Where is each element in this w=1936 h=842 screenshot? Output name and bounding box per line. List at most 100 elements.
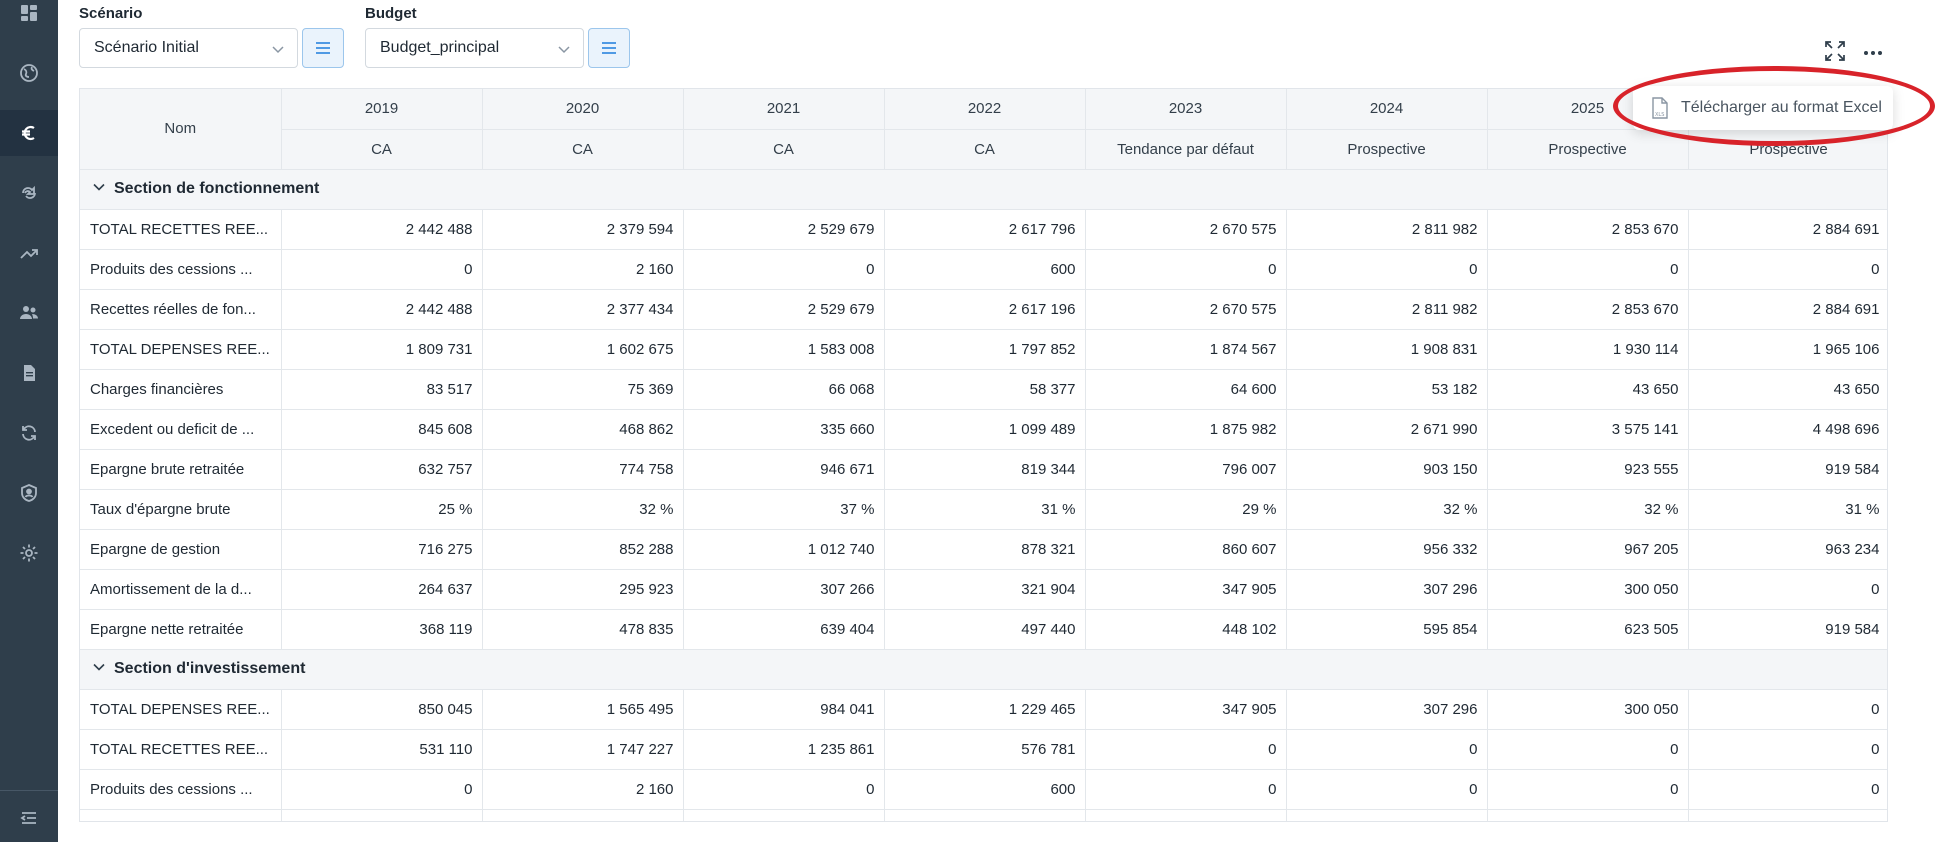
users-icon[interactable] — [0, 290, 58, 336]
sidebar — [0, 0, 58, 842]
table-cell: 1 965 106 — [1688, 329, 1887, 370]
table-cell: 2 160 — [482, 249, 684, 290]
column-header-year[interactable]: 2020 — [482, 89, 684, 130]
column-header-year[interactable]: 2022 — [884, 89, 1086, 130]
table-cell: 307 296 — [1286, 689, 1488, 730]
section-row[interactable]: Section de fonctionnement — [80, 169, 1887, 210]
table-cell: 0 — [1688, 689, 1887, 730]
document-icon[interactable] — [0, 350, 58, 396]
column-subheader: CA — [281, 129, 483, 170]
table-row: Excedent ou deficit de ... 845 608 468 862… — [80, 409, 1887, 450]
table-cell: 1 747 227 — [482, 729, 684, 770]
section-header[interactable]: Section d'investissement — [80, 649, 1887, 690]
scenario-select-value: Scénario Initial — [94, 39, 199, 56]
table-cell: 66 068 — [683, 369, 885, 410]
chevron-down-icon[interactable] — [92, 180, 106, 194]
table-cell: 0 — [1688, 249, 1887, 290]
table-cell: 0 — [1688, 769, 1887, 810]
euro-icon[interactable] — [0, 110, 58, 156]
table-cell: 845 608 — [281, 409, 483, 450]
shield-user-icon[interactable] — [0, 470, 58, 516]
chevron-down-icon[interactable] — [92, 660, 106, 674]
table-cell: 1 602 675 — [482, 329, 684, 370]
table-row: Produits des cessions ... 0 2 160 0 600 0 0 0 0 — [80, 249, 1887, 290]
refresh-icon[interactable] — [0, 410, 58, 456]
table-cell: 2 617 196 — [884, 289, 1086, 330]
table-cell: 300 050 — [1487, 689, 1689, 730]
table-cell: 3 575 141 — [1487, 409, 1689, 450]
table-row: Amortissement de la d... 264 637 295 923 30… — [80, 569, 1887, 610]
scenario-select[interactable]: Scénario Initial — [79, 28, 298, 68]
fullscreen-icon[interactable] — [1820, 36, 1850, 66]
table-cell: 0 — [1487, 769, 1689, 810]
table-cell: 623 505 — [1487, 609, 1689, 650]
table-cell: 2 442 488 — [281, 209, 483, 250]
table-cell: 595 854 — [1286, 609, 1488, 650]
table-row: Epargne de gestion 716 275 852 288 1 012 74… — [80, 529, 1887, 570]
table-cell: 307 266 — [683, 569, 885, 610]
table-cell: 335 660 — [683, 409, 885, 450]
trend-icon[interactable] — [0, 230, 58, 276]
table-cell: 2 670 575 — [1085, 289, 1287, 330]
collapse-menu-icon[interactable] — [0, 795, 58, 841]
chevron-down-icon — [558, 46, 570, 54]
table-cell: 531 110 — [281, 729, 483, 770]
globe-icon[interactable] — [0, 50, 58, 96]
row-name — [80, 809, 282, 821]
column-subheader: CA — [884, 129, 1086, 170]
table-cell: 0 — [281, 249, 483, 290]
gear-icon[interactable] — [0, 530, 58, 576]
sidebar-separator — [0, 790, 58, 791]
table-row: Charges financières 83 517 75 369 66 068 58 … — [80, 369, 1887, 410]
column-header-year[interactable]: 2021 — [683, 89, 885, 130]
table-row: Epargne brute retraitée 632 757 774 758 946… — [80, 449, 1887, 490]
table-cell: 29 % — [1085, 489, 1287, 530]
table-cell: 956 332 — [1286, 529, 1488, 570]
section-row[interactable]: Section d'investissement — [80, 649, 1887, 690]
table-cell: 0 — [1487, 249, 1689, 290]
table-cell: 31 % — [884, 489, 1086, 530]
table-cell — [1688, 809, 1887, 821]
table-cell: 963 234 — [1688, 529, 1887, 570]
table-row: TOTAL DEPENSES REE... 850 045 1 565 495 984… — [80, 689, 1887, 730]
table-cell: 37 % — [683, 489, 885, 530]
table-cell: 576 781 — [884, 729, 1086, 770]
column-header-nom[interactable]: Nom — [80, 89, 282, 170]
table-cell: 2 529 679 — [683, 289, 885, 330]
section-header[interactable]: Section de fonctionnement — [80, 169, 1887, 210]
column-subheader: Prospective — [1487, 129, 1689, 170]
budget-list-button[interactable] — [588, 28, 630, 68]
table-cell: 878 321 — [884, 529, 1086, 570]
table-cell: 984 041 — [683, 689, 885, 730]
table-cell: 25 % — [281, 489, 483, 530]
budget-select-value: Budget_principal — [380, 39, 500, 56]
table-cell — [884, 809, 1086, 821]
table-cell: 2 442 488 — [281, 289, 483, 330]
scenario-list-button[interactable] — [302, 28, 344, 68]
transfer-icon[interactable] — [0, 170, 58, 216]
budget-select[interactable]: Budget_principal — [365, 28, 584, 68]
table-cell — [482, 809, 684, 821]
table-cell: 53 182 — [1286, 369, 1488, 410]
column-header-year[interactable]: 2019 — [281, 89, 483, 130]
table-cell: 600 — [884, 769, 1086, 810]
table-cell: 2 379 594 — [482, 209, 684, 250]
table-cell: 716 275 — [281, 529, 483, 570]
row-name: TOTAL RECETTES REE... — [80, 209, 282, 250]
table-cell — [1286, 809, 1488, 821]
list-icon — [602, 42, 616, 54]
table-cell: 0 — [1085, 729, 1287, 770]
table-row: Recettes réelles de fon... 2 442 488 2 377… — [80, 289, 1887, 330]
column-header-year[interactable]: 2024 — [1286, 89, 1488, 130]
dashboard-icon[interactable] — [0, 0, 58, 36]
table-cell: 1 583 008 — [683, 329, 885, 370]
row-name: Taux d'épargne brute — [80, 489, 282, 530]
row-name: Epargne de gestion — [80, 529, 282, 570]
more-options-icon[interactable] — [1858, 36, 1888, 66]
table-cell: 0 — [1286, 769, 1488, 810]
column-header-year[interactable]: 2023 — [1085, 89, 1287, 130]
row-name: Amortissement de la d... — [80, 569, 282, 610]
table-cell: 0 — [1688, 729, 1887, 770]
column-subheader: Prospective — [1286, 129, 1488, 170]
table-cell: 0 — [1688, 569, 1887, 610]
